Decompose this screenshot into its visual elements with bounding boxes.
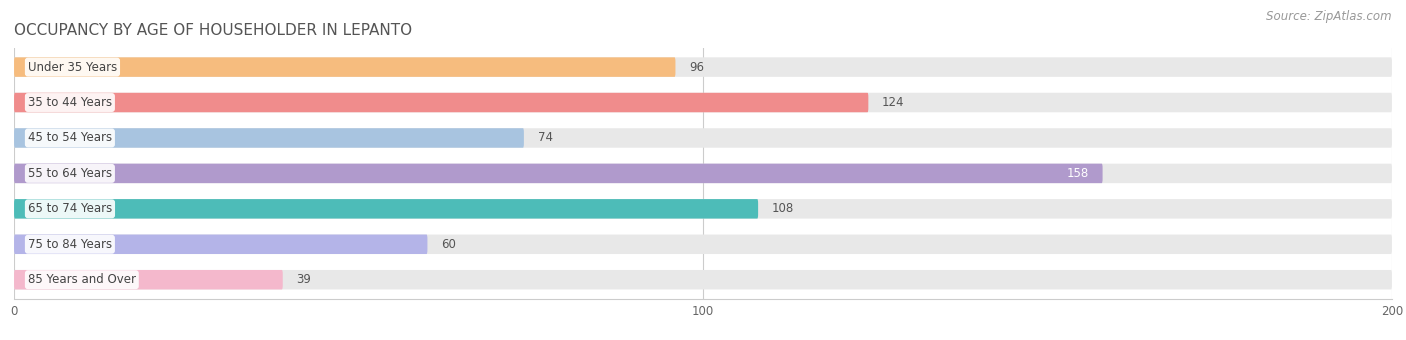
Text: 85 Years and Over: 85 Years and Over <box>28 273 136 286</box>
Text: 75 to 84 Years: 75 to 84 Years <box>28 238 112 251</box>
FancyBboxPatch shape <box>14 93 1392 112</box>
Text: 65 to 74 Years: 65 to 74 Years <box>28 202 112 215</box>
Text: 39: 39 <box>297 273 311 286</box>
FancyBboxPatch shape <box>14 57 675 77</box>
FancyBboxPatch shape <box>14 235 1392 254</box>
FancyBboxPatch shape <box>14 270 1392 289</box>
Text: 158: 158 <box>1067 167 1088 180</box>
Text: Under 35 Years: Under 35 Years <box>28 61 117 73</box>
Text: Source: ZipAtlas.com: Source: ZipAtlas.com <box>1267 10 1392 23</box>
FancyBboxPatch shape <box>14 164 1102 183</box>
Text: 74: 74 <box>537 132 553 144</box>
Text: 60: 60 <box>441 238 456 251</box>
Text: 96: 96 <box>689 61 704 73</box>
FancyBboxPatch shape <box>14 235 427 254</box>
FancyBboxPatch shape <box>14 199 758 219</box>
Text: OCCUPANCY BY AGE OF HOUSEHOLDER IN LEPANTO: OCCUPANCY BY AGE OF HOUSEHOLDER IN LEPAN… <box>14 22 412 37</box>
Text: 124: 124 <box>882 96 904 109</box>
Text: 55 to 64 Years: 55 to 64 Years <box>28 167 112 180</box>
FancyBboxPatch shape <box>14 270 283 289</box>
FancyBboxPatch shape <box>14 128 1392 148</box>
Text: 108: 108 <box>772 202 794 215</box>
FancyBboxPatch shape <box>14 164 1392 183</box>
FancyBboxPatch shape <box>14 93 869 112</box>
Text: 45 to 54 Years: 45 to 54 Years <box>28 132 112 144</box>
FancyBboxPatch shape <box>14 199 1392 219</box>
FancyBboxPatch shape <box>14 57 1392 77</box>
Text: 35 to 44 Years: 35 to 44 Years <box>28 96 112 109</box>
FancyBboxPatch shape <box>14 128 524 148</box>
